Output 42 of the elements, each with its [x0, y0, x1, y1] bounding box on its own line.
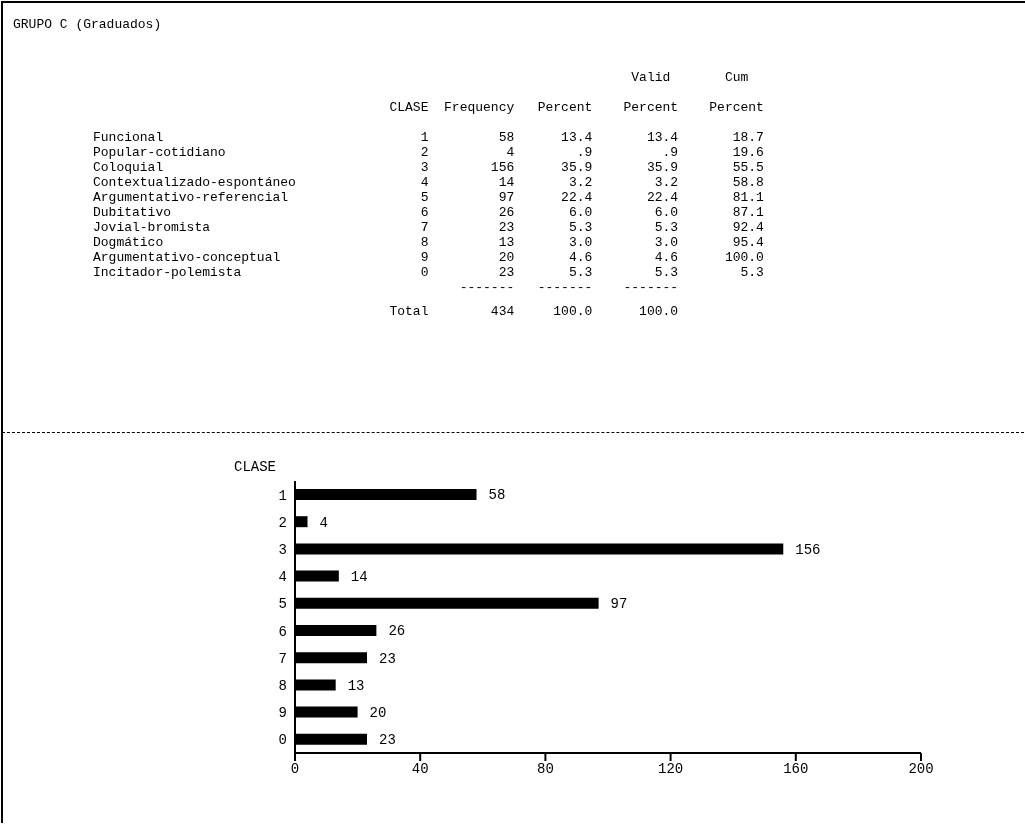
text: Valid Cum [630, 70, 749, 85]
y-tick-label: 7 [278, 650, 287, 667]
data-label: 14 [350, 569, 368, 586]
y-tick-label: 0 [278, 732, 287, 749]
x-tick-label: 120 [657, 760, 684, 777]
text: Popular-cotidiano 2 4 .9 .9 19.6 [93, 145, 764, 160]
data-label: 26 [388, 623, 406, 640]
y-tick-label: 6 [278, 623, 287, 640]
y-axis-title: CLASE [233, 459, 277, 475]
data-label: 156 [795, 541, 821, 558]
y-tick-label: 4 [278, 569, 287, 586]
y-tick-label: 2 [278, 514, 287, 531]
data-label: 4 [319, 514, 328, 531]
text: Incitador-polemista 0 23 5.3 5.3 5.3 [93, 265, 764, 280]
text: Contextualizado-espontáneo 4 14 3.2 3.2 58.8 [93, 175, 764, 190]
y-tick-label: 3 [278, 541, 287, 558]
data-label: 58 [488, 487, 506, 504]
text: Coloquial 3 156 35.9 35.9 55.5 [93, 160, 764, 175]
text: Argumentativo-referencial 5 97 22.4 22.4 81.1 [93, 190, 764, 205]
x-tick-label: 0 [290, 760, 300, 777]
data-label: 97 [610, 596, 628, 613]
data-label: 20 [369, 705, 387, 722]
x-tick-label: 160 [783, 760, 809, 777]
y-tick-label: 8 [278, 677, 287, 694]
text: Argumentativo-conceptual 9 20 4.6 4.6 100.0 [93, 250, 764, 265]
y-tick-label: 9 [278, 705, 287, 722]
x-tick-label: 200 [908, 760, 934, 777]
text: GRUPO C (Graduados) [13, 17, 162, 32]
data-label: 13 [347, 677, 365, 694]
x-tick-label: 40 [411, 760, 429, 777]
y-tick-label: 5 [278, 596, 287, 613]
text: Dogmático 8 13 3.0 3.0 95.4 [93, 235, 764, 250]
text: Total 434 100.0 100.0 [388, 304, 679, 319]
data-label: 23 [378, 650, 396, 667]
text: Dubitativo 6 26 6.0 6.0 87.1 [93, 205, 764, 220]
text: ------- ------- ------- [458, 280, 679, 295]
y-tick-label: 1 [278, 487, 287, 504]
data-label: 23 [378, 732, 396, 749]
x-tick-label: 80 [536, 760, 554, 777]
text: Funcional 1 58 13.4 13.4 18.7 [93, 130, 764, 145]
text: CLASE Frequency Percent Percent Percent [388, 100, 764, 115]
text: Jovial-bromista 7 23 5.3 5.3 92.4 [93, 220, 764, 235]
